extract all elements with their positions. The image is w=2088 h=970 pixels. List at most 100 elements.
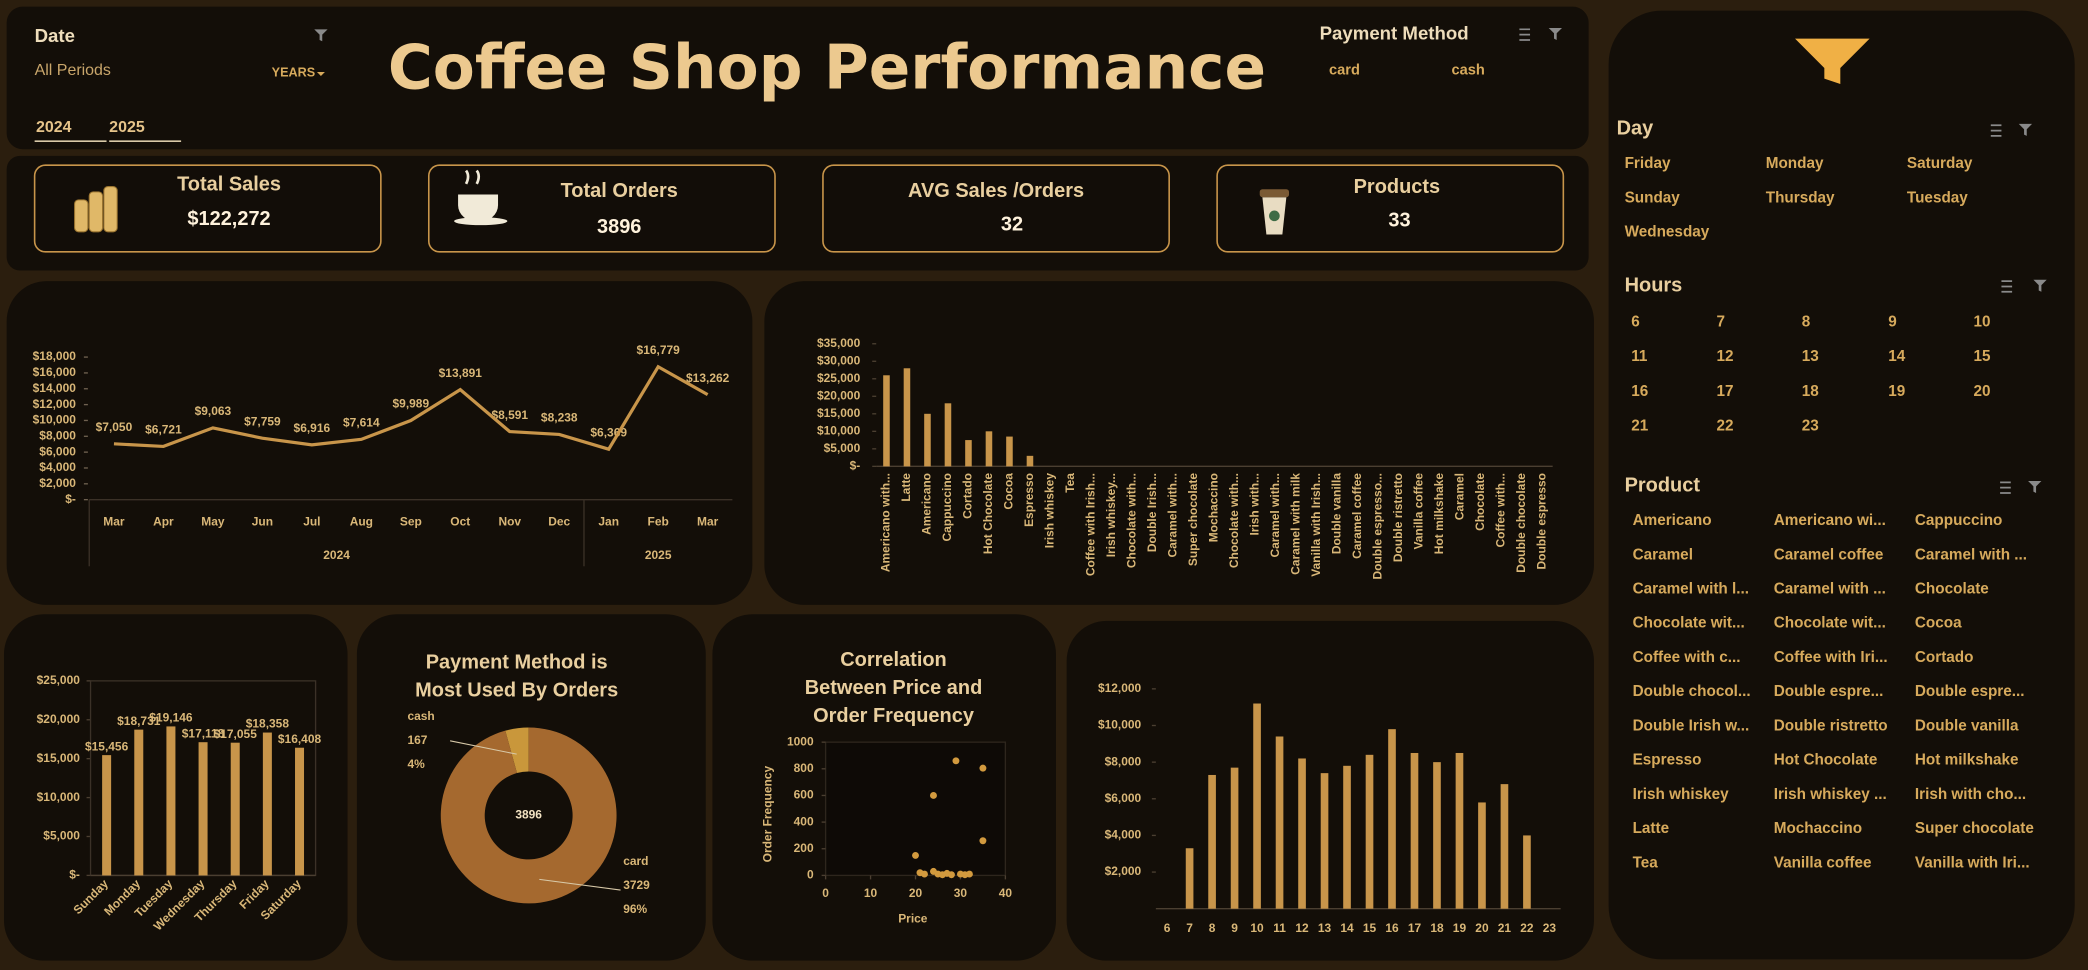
slicer-item[interactable]: 17 [1716, 383, 1733, 400]
date-slicer-title: Date [35, 25, 75, 46]
payment-option[interactable]: card [1329, 62, 1360, 78]
slicer-item[interactable]: Americano wi... [1774, 512, 1886, 529]
slicer-item[interactable]: Double espre... [1774, 683, 1884, 700]
y-tick-label: $30,000 [817, 353, 861, 367]
kpi-label: Total Sales [177, 173, 281, 195]
slicer-item[interactable]: Cortado [1915, 649, 1974, 666]
slicer-item[interactable]: Caramel with ... [1915, 546, 2027, 563]
kpi-value: 33 [1388, 209, 1410, 231]
slicer-item[interactable]: Chocolate [1915, 581, 1989, 598]
bar [1230, 767, 1239, 909]
slicer-item[interactable]: Coffee with c... [1633, 649, 1741, 666]
slicer-item[interactable]: 14 [1888, 348, 1906, 365]
slicer-item[interactable]: Monday [1766, 155, 1824, 172]
slicer-item[interactable]: Americano [1633, 512, 1712, 529]
slicer-item[interactable]: 9 [1888, 313, 1897, 330]
slicer-icons[interactable] [1990, 124, 2013, 494]
slicer-item[interactable]: Irish with cho... [1915, 786, 2026, 803]
slicer-item[interactable]: 21 [1631, 417, 1649, 434]
slicer-item[interactable]: Cappuccino [1915, 512, 2003, 529]
x-tick-label: 40 [999, 886, 1013, 900]
data-label: $18,731 [117, 714, 161, 728]
slicer-item[interactable]: Hot Chocolate [1774, 752, 1878, 769]
clear-filter-icon[interactable] [314, 29, 328, 42]
x-tick-label: Aug [350, 514, 373, 528]
slicer-item[interactable]: 20 [1973, 383, 1990, 400]
x-tick-label: 0 [822, 886, 829, 900]
slicer-item[interactable]: Hot milkshake [1915, 752, 2019, 769]
slicer-item[interactable]: Double chocol... [1633, 683, 1751, 700]
slicer-item[interactable]: 16 [1631, 383, 1648, 400]
slicer-item[interactable]: 23 [1802, 417, 1819, 434]
slicer-item[interactable]: Wednesday [1625, 224, 1710, 241]
slicer-item[interactable]: Caramel coffee [1774, 546, 1884, 563]
slicer-item[interactable]: 7 [1716, 313, 1725, 330]
slicer-item[interactable]: 6 [1631, 313, 1640, 330]
slicer-item[interactable]: Chocolate wit... [1774, 615, 1886, 632]
slicer-item[interactable]: Vanilla with Iri... [1915, 854, 2030, 871]
year-option[interactable]: 2025 [109, 119, 145, 136]
slicer-item[interactable]: Double espre... [1915, 683, 2025, 700]
slicer-item[interactable]: Vanilla coffee [1774, 854, 1872, 871]
y-tick-label: $6,000 [1105, 791, 1142, 805]
slicer-item[interactable]: Friday [1625, 155, 1671, 172]
slicer-item[interactable]: Tuesday [1907, 189, 1968, 206]
slicer-item[interactable]: Chocolate wit... [1633, 615, 1745, 632]
slicer-item[interactable]: Cocoa [1915, 615, 1962, 632]
slicer-item[interactable]: Caramel [1633, 546, 1693, 563]
slicer-item[interactable]: 15 [1973, 348, 1991, 365]
x-tick-label: 13 [1318, 921, 1332, 935]
y-tick-label: $8,000 [1105, 754, 1142, 768]
data-label: $8,238 [541, 411, 578, 425]
slicer-item[interactable]: Super chocolate [1915, 820, 2034, 837]
multi-select-icon[interactable] [1519, 28, 1531, 41]
slicer-item[interactable]: Mochaccino [1774, 820, 1862, 837]
slicer-title: Product [1625, 475, 1701, 497]
slicer-item[interactable]: Sunday [1625, 189, 1681, 206]
slicer-item[interactable]: Caramel with ... [1774, 581, 1886, 598]
slicer-item[interactable]: 12 [1716, 348, 1733, 365]
slicer-item[interactable]: 11 [1631, 348, 1648, 365]
year-option[interactable]: 2024 [36, 119, 72, 136]
slicer-item[interactable]: 10 [1973, 313, 1990, 330]
slicer-item[interactable]: 19 [1888, 383, 1905, 400]
y-tick-label: $10,000 [817, 423, 861, 437]
slicer-item[interactable]: Double vanilla [1915, 717, 2019, 734]
payment-slicer-title: Payment Method [1320, 23, 1469, 44]
y-tick-label: 0 [807, 868, 814, 882]
kpi-value: 3896 [597, 216, 641, 238]
slicer-item[interactable]: Espresso [1633, 752, 1702, 769]
scatter-point [965, 870, 973, 878]
header-panel [6, 6, 1589, 150]
slicer-item[interactable]: 22 [1716, 417, 1733, 434]
slicer-item[interactable]: Latte [1633, 820, 1670, 837]
payment-option[interactable]: cash [1451, 62, 1484, 78]
x-tick-label: Jul [303, 514, 320, 528]
slicer-item[interactable]: 13 [1802, 348, 1819, 365]
kpi-label: Products [1354, 176, 1441, 198]
slicer-item[interactable]: Double ristretto [1774, 717, 1888, 734]
y-tick-label: $- [850, 459, 861, 473]
slicer-clear-icons[interactable] [2018, 123, 2047, 493]
y-tick-label: $5,000 [824, 441, 861, 455]
bar [1185, 848, 1194, 909]
slicer-item[interactable]: Caramel with l... [1633, 581, 1749, 598]
y-tick-label: 1000 [787, 734, 814, 748]
slicer-item[interactable]: Tea [1633, 854, 1659, 871]
slicer-item[interactable]: Saturday [1907, 155, 1973, 172]
slicer-item[interactable]: Double Irish w... [1633, 717, 1750, 734]
clear-filter-icon[interactable] [1548, 27, 1563, 40]
slicer-item[interactable]: Thursday [1766, 189, 1835, 206]
slicer-item[interactable]: 18 [1802, 383, 1820, 400]
chart-panel [6, 281, 753, 605]
chart-panel [1066, 620, 1594, 961]
date-slicer-level[interactable]: YEARS [272, 66, 316, 80]
dropdown-arrow[interactable] [316, 71, 325, 76]
y-tick-label: $6,000 [39, 444, 76, 458]
date-slicer-period: All Periods [35, 62, 111, 79]
slicer-item[interactable]: Irish whiskey ... [1774, 786, 1887, 803]
slicer-item[interactable]: Coffee with Iri... [1774, 649, 1888, 666]
slicer-item[interactable]: 8 [1802, 313, 1811, 330]
slicer-item[interactable]: Irish whiskey [1633, 786, 1730, 803]
chart-title: Correlation Between Price and Order Freque… [805, 649, 983, 727]
